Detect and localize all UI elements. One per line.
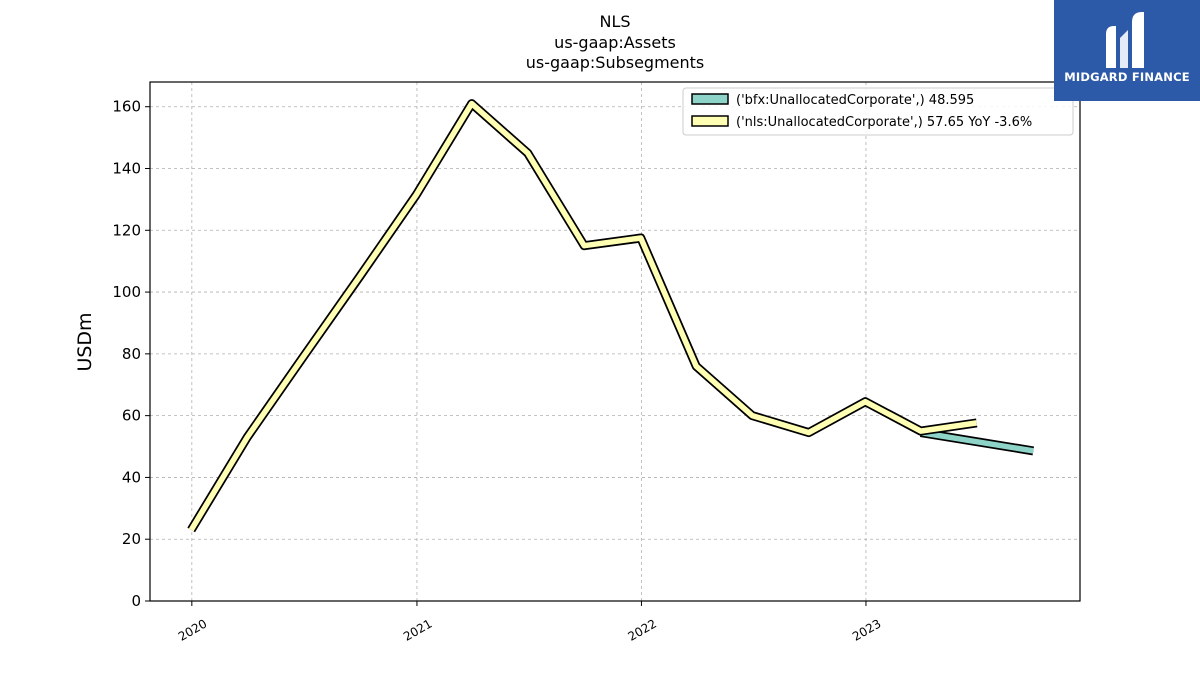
y-tick-label: 140 xyxy=(112,160,141,178)
y-axis: 0 20 40 60 80 100 120 140 160 xyxy=(112,98,150,610)
brand-logo: MIDGARD FINANCE xyxy=(1054,0,1200,101)
chart-title: NLS us-gaap:Assets us-gaap:Subsegments xyxy=(526,12,705,72)
series-1 xyxy=(187,99,978,533)
y-tick-label: 120 xyxy=(112,221,141,239)
y-tick-label: 160 xyxy=(112,98,141,116)
x-tick-label: 2020 xyxy=(176,616,209,643)
y-tick-label: 40 xyxy=(122,468,141,486)
y-axis-label: USDm xyxy=(74,312,96,371)
y-tick-label: 0 xyxy=(131,592,141,610)
series-line xyxy=(920,429,1034,454)
y-tick-label: 20 xyxy=(122,530,141,548)
legend-entry-label: ('nls:UnallocatedCorporate',) 57.65 YoY … xyxy=(736,115,1032,130)
plot-series xyxy=(187,99,1035,533)
x-tick-label: 2021 xyxy=(401,616,434,643)
title-line-1: NLS xyxy=(599,12,630,31)
brand-name: MIDGARD FINANCE xyxy=(1064,70,1190,84)
series-line xyxy=(188,100,978,532)
plot-frame xyxy=(149,81,1081,602)
legend-swatch xyxy=(691,115,729,127)
series-0 xyxy=(919,428,1035,456)
y-tick-label: 100 xyxy=(112,283,141,301)
legend-entry-label: ('bfx:UnallocatedCorporate',) 48.595 xyxy=(736,93,974,108)
title-line-3: us-gaap:Subsegments xyxy=(526,53,705,72)
y-tick-label: 80 xyxy=(122,345,141,363)
series-line-outline xyxy=(187,99,978,533)
title-line-2: us-gaap:Assets xyxy=(554,33,676,52)
logo-mark-icon xyxy=(1106,12,1144,68)
legend-box xyxy=(682,87,1074,136)
legend: ('bfx:UnallocatedCorporate',) 48.595 ('nl… xyxy=(682,87,1074,136)
x-axis: 2020 2021 2022 2023 xyxy=(176,601,883,644)
y-tick-label: 60 xyxy=(122,407,141,425)
legend-swatch xyxy=(691,93,729,105)
x-tick-label: 2022 xyxy=(625,616,658,643)
grid xyxy=(150,82,1080,602)
x-tick-label: 2023 xyxy=(850,616,883,643)
